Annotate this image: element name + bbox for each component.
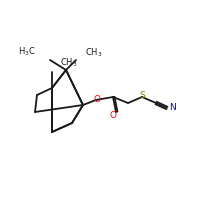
Text: N: N xyxy=(169,102,175,112)
Text: CH$_3$: CH$_3$ xyxy=(85,47,103,59)
Text: CH$_3$: CH$_3$ xyxy=(60,57,78,69)
Text: O: O xyxy=(110,112,116,120)
Text: O: O xyxy=(94,96,101,104)
Text: S: S xyxy=(139,90,145,99)
Text: H$_3$C: H$_3$C xyxy=(18,46,36,58)
